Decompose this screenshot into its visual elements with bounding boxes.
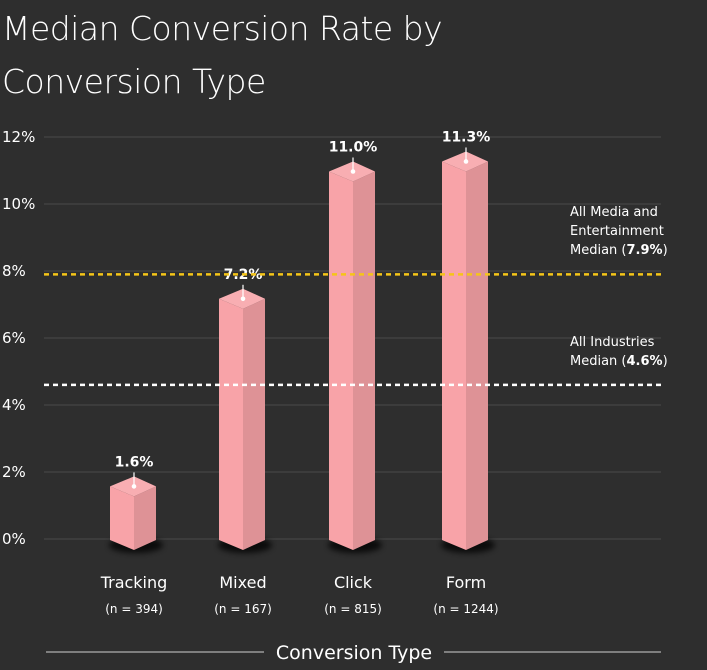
label-pin-dot	[240, 296, 246, 302]
reference-annotation: All Media and Entertainment Median (7.9%)	[570, 205, 668, 258]
x-count-label: (n = 815)	[324, 602, 382, 616]
y-tick-label: 2%	[2, 463, 26, 481]
x-count-label: (n = 394)	[105, 602, 163, 616]
bar: 7.2%	[218, 267, 272, 553]
bar-side-shade	[243, 298, 265, 550]
bar-front	[219, 298, 243, 550]
bar-front	[329, 171, 353, 550]
bar-side-base	[134, 486, 156, 550]
label-pin-dot	[463, 159, 469, 164]
annotation-line: Median (4.6%)	[570, 354, 668, 369]
annotation-value: 4.6%	[627, 354, 663, 369]
bar-front	[442, 161, 466, 550]
y-tick-label: 8%	[2, 262, 26, 280]
y-tick-label: 10%	[2, 195, 35, 213]
bar-side-base	[353, 171, 375, 550]
y-tick-label: 0%	[2, 530, 26, 548]
bar-side-shade	[134, 486, 156, 550]
annotation-line: All Industries	[570, 335, 655, 350]
label-pin-dot	[131, 484, 137, 489]
annotation-line: Median (7.9%)	[570, 243, 668, 258]
annotation-suffix: )	[663, 354, 668, 369]
annotation-line: All Media and	[570, 205, 658, 220]
bar-side-shade	[353, 171, 375, 550]
data-label: 11.0%	[329, 140, 378, 156]
x-category-label: Tracking	[100, 573, 168, 592]
reference-annotation: All Industries Median (4.6%)	[570, 335, 668, 369]
bar-side-base	[243, 298, 265, 550]
x-category-label: Mixed	[219, 573, 266, 592]
annotation-value: 7.9%	[627, 243, 663, 258]
y-tick-label: 12%	[2, 128, 35, 146]
y-tick-label: 4%	[2, 396, 26, 414]
x-category-label: Form	[446, 573, 486, 592]
data-label: 11.3%	[442, 129, 491, 145]
bar-front	[110, 486, 134, 550]
x-axis-title: Conversion Type	[276, 642, 432, 664]
annotation-line: Entertainment	[570, 224, 664, 239]
bar-side-base	[466, 161, 488, 550]
bar: 11.0%	[328, 140, 382, 553]
label-pin-dot	[350, 169, 356, 174]
x-count-label: (n = 167)	[214, 602, 272, 616]
data-label: 1.6%	[115, 454, 154, 470]
y-tick-label: 6%	[2, 329, 26, 347]
chart-title: Median Conversion Rate by Conversion Typ…	[2, 9, 443, 101]
bar: 11.3%	[441, 129, 495, 553]
bar: 1.6%	[109, 454, 163, 553]
x-count-label: (n = 1244)	[433, 602, 498, 616]
annotation-suffix: )	[663, 243, 668, 258]
x-category-label: Click	[334, 573, 373, 592]
bar-side-shade	[466, 161, 488, 550]
